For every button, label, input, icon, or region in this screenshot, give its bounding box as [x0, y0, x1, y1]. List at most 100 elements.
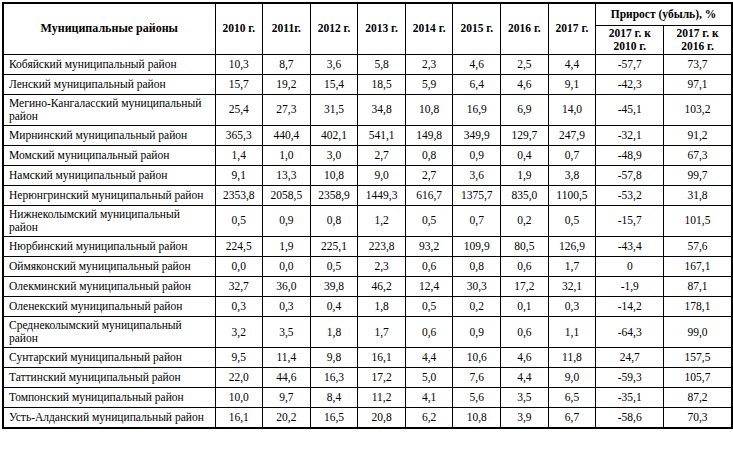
value-cell: 101,5	[664, 205, 732, 236]
district-name-cell: Нюрбинский муниципальный район	[3, 237, 215, 257]
district-name-cell: Ленский муниципальный район	[3, 74, 215, 94]
value-cell: 99,7	[664, 165, 732, 185]
district-name-cell: Кобяйский муниципальный район	[3, 54, 215, 74]
value-cell: 87,1	[664, 277, 732, 297]
value-cell: 73,7	[664, 54, 732, 74]
table-row: Олекминский муниципальный район32,736,03…	[3, 277, 732, 297]
value-cell: 2,3	[405, 54, 453, 74]
value-cell: 9,0	[548, 368, 596, 388]
value-cell: 2,7	[358, 145, 406, 165]
value-cell: 225,1	[310, 237, 358, 257]
value-cell: 0,9	[263, 205, 311, 236]
table-row: Мирнинский муниципальный район365,3440,4…	[3, 125, 732, 145]
value-cell: 18,5	[358, 74, 406, 94]
value-cell: 1,7	[548, 257, 596, 277]
value-cell: 20,8	[358, 408, 406, 428]
value-cell: 1375,7	[453, 185, 501, 205]
district-name-cell: Таттинский муниципальный район	[3, 368, 215, 388]
value-cell: 0	[596, 257, 664, 277]
district-name-cell: Мирнинский муниципальный район	[3, 125, 215, 145]
value-cell: 10,8	[310, 165, 358, 185]
value-cell: 167,1	[664, 257, 732, 277]
value-cell: 25,4	[215, 94, 263, 125]
value-cell: 0,5	[310, 257, 358, 277]
value-cell: 10,3	[215, 54, 263, 74]
district-name-cell: Томпонский муниципальный район	[3, 388, 215, 408]
value-cell: 3,8	[548, 165, 596, 185]
value-cell: -1,9	[596, 277, 664, 297]
value-cell: -57,7	[596, 54, 664, 74]
table-row: Нерюнгринский муниципальный район2353,82…	[3, 185, 732, 205]
districts-statistics-table: Муниципальные районы 2010 г.2011г.2012 г…	[2, 2, 733, 429]
value-cell: 0,9	[453, 145, 501, 165]
value-cell: 0,4	[501, 145, 549, 165]
value-cell: 15,7	[215, 74, 263, 94]
value-cell: 247,9	[548, 125, 596, 145]
value-cell: 2358,9	[310, 185, 358, 205]
value-cell: 5,0	[405, 368, 453, 388]
column-header-year-2012: 2012 г.	[310, 3, 358, 54]
table-row: Нижнеколымский муниципальный район0,50,9…	[3, 205, 732, 236]
value-cell: 17,2	[501, 277, 549, 297]
column-subheader-growth-0: 2017 г. к 2010 г.	[596, 25, 664, 54]
value-cell: 1,8	[310, 317, 358, 348]
value-cell: -42,3	[596, 74, 664, 94]
value-cell: 9,5	[215, 348, 263, 368]
value-cell: 32,1	[548, 277, 596, 297]
table-row: Оленекский муниципальный район0,30,30,41…	[3, 297, 732, 317]
value-cell: 97,1	[664, 74, 732, 94]
value-cell: 70,3	[664, 408, 732, 428]
table-row: Нюрбинский муниципальный район224,51,922…	[3, 237, 732, 257]
value-cell: 20,2	[263, 408, 311, 428]
value-cell: 2058,5	[263, 185, 311, 205]
value-cell: 39,8	[310, 277, 358, 297]
value-cell: 9,0	[358, 165, 406, 185]
table-row: Томпонский муниципальный район10,09,78,4…	[3, 388, 732, 408]
value-cell: 27,3	[263, 94, 311, 125]
value-cell: 0,0	[215, 257, 263, 277]
value-cell: 1,8	[358, 297, 406, 317]
value-cell: 616,7	[405, 185, 453, 205]
table-header: Муниципальные районы 2010 г.2011г.2012 г…	[3, 3, 732, 54]
value-cell: 1,1	[548, 317, 596, 348]
value-cell: 0,3	[263, 297, 311, 317]
value-cell: 4,4	[501, 368, 549, 388]
value-cell: 0,5	[548, 205, 596, 236]
value-cell: -53,2	[596, 185, 664, 205]
value-cell: 10,6	[453, 348, 501, 368]
value-cell: -15,7	[596, 205, 664, 236]
value-cell: 0,4	[310, 297, 358, 317]
table-body: Кобяйский муниципальный район10,38,73,65…	[3, 54, 732, 428]
value-cell: 4,4	[405, 348, 453, 368]
value-cell: 3,6	[310, 54, 358, 74]
table-row: Момский муниципальный район1,41,03,02,70…	[3, 145, 732, 165]
value-cell: 440,4	[263, 125, 311, 145]
district-name-cell: Нижнеколымский муниципальный район	[3, 205, 215, 236]
value-cell: 1,2	[358, 205, 406, 236]
district-name-cell: Оймяконский муниципальный район	[3, 257, 215, 277]
value-cell: 0,8	[453, 257, 501, 277]
value-cell: 0,3	[215, 297, 263, 317]
column-header-year-2013: 2013 г.	[358, 3, 406, 54]
value-cell: 34,8	[358, 94, 406, 125]
table-row: Мегино-Кангаласский муниципальный район2…	[3, 94, 732, 125]
value-cell: 1,9	[263, 237, 311, 257]
table-row: Таттинский муниципальный район22,044,616…	[3, 368, 732, 388]
value-cell: -59,3	[596, 368, 664, 388]
column-header-districts: Муниципальные районы	[3, 3, 215, 54]
value-cell: 9,8	[310, 348, 358, 368]
column-subheader-growth-1: 2017 г. к 2016 г.	[664, 25, 732, 54]
value-cell: 19,2	[263, 74, 311, 94]
value-cell: 6,5	[548, 388, 596, 408]
value-cell: -45,1	[596, 94, 664, 125]
value-cell: 6,4	[453, 74, 501, 94]
value-cell: 99,0	[664, 317, 732, 348]
value-cell: 0,6	[501, 257, 549, 277]
value-cell: 5,8	[358, 54, 406, 74]
value-cell: -57,8	[596, 165, 664, 185]
value-cell: 30,3	[453, 277, 501, 297]
district-name-cell: Мегино-Кангаласский муниципальный район	[3, 94, 215, 125]
value-cell: 9,1	[548, 74, 596, 94]
value-cell: 0,8	[405, 145, 453, 165]
value-cell: 0,5	[215, 205, 263, 236]
